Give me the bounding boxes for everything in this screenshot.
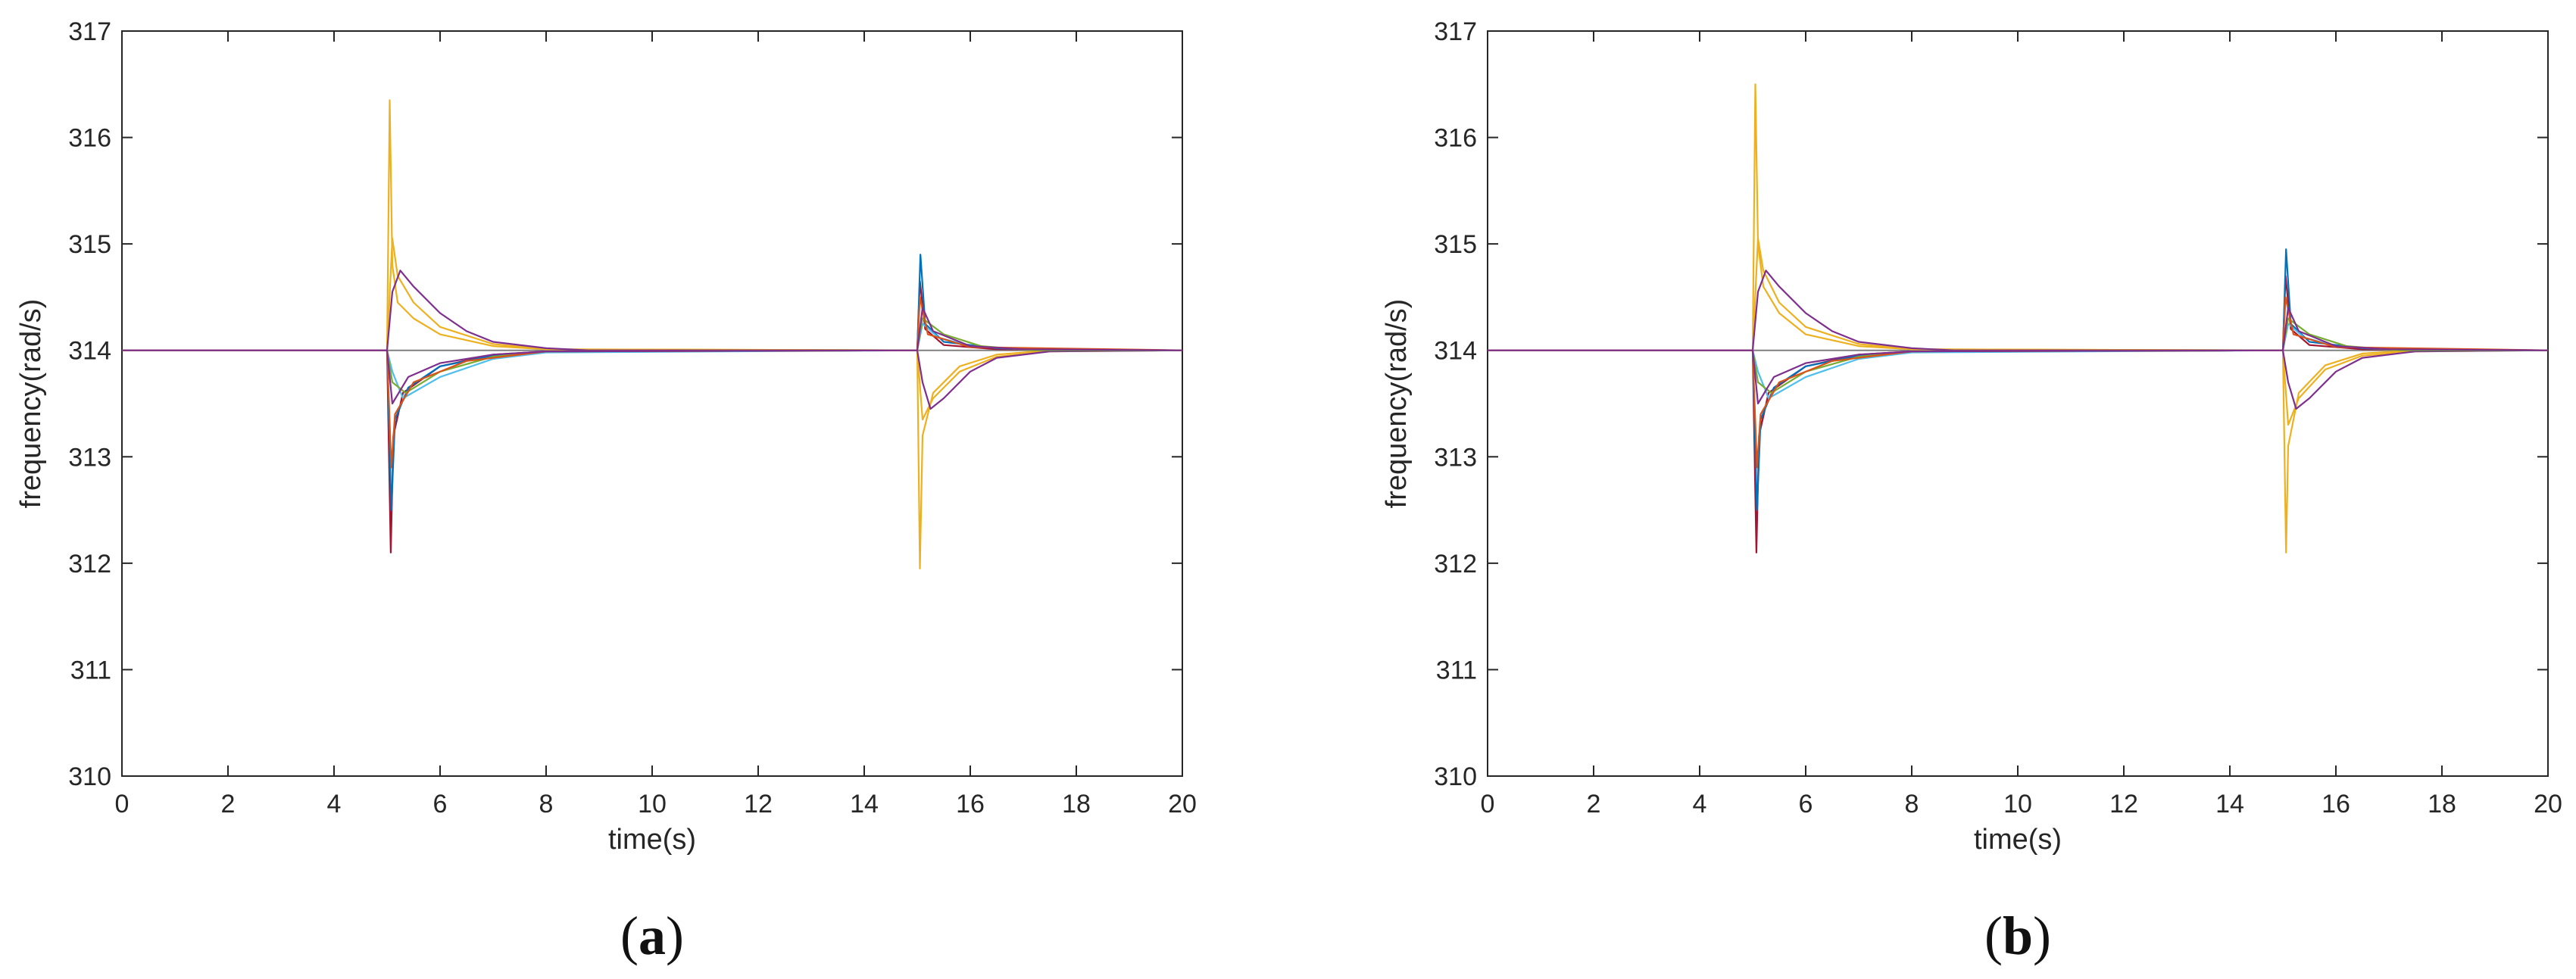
y-tick-label: 310 <box>68 762 111 791</box>
x-tick-label: 18 <box>2428 790 2456 818</box>
x-axis-title: time(s) <box>1974 824 2062 856</box>
y-tick-label: 313 <box>1434 443 1477 472</box>
series-line-3 <box>122 270 1183 410</box>
y-tick-label: 317 <box>68 17 111 46</box>
x-tick-label: 2 <box>1587 790 1601 818</box>
x-tick-label: 20 <box>2534 790 2562 818</box>
x-tick-label: 8 <box>539 790 554 818</box>
y-tick-label: 315 <box>68 230 111 259</box>
series-line-2 <box>1488 238 2549 426</box>
y-tick-label: 310 <box>1434 762 1477 791</box>
x-axis-title: time(s) <box>608 824 696 856</box>
y-axis-title: frequency(rad/s) <box>15 299 47 509</box>
y-tick-label: 315 <box>1434 230 1477 259</box>
series-line-2 <box>122 238 1183 421</box>
chart-panel-b: 0 2 4 6 8 10 12 14 16 18 20 310 311 312 313 314 315 316 31… <box>1381 17 2562 966</box>
panel-label: (a) <box>620 906 684 966</box>
series-line-3 <box>1488 270 2549 410</box>
x-tick-label: 8 <box>1905 790 1919 818</box>
x-tick-label: 14 <box>850 790 879 818</box>
x-tick-label: 20 <box>1168 790 1197 818</box>
y-tick-label: 316 <box>68 124 111 153</box>
chart-panel-a: 0 2 4 6 8 10 12 14 16 18 20 310 311 312 313 314 315 316 31… <box>15 17 1197 966</box>
x-tick-label: 14 <box>2215 790 2244 818</box>
y-tick-label: 311 <box>70 656 111 684</box>
series-line-8 <box>122 296 1183 469</box>
x-tick-label: 4 <box>1693 790 1707 818</box>
x-tick-label: 10 <box>638 790 667 818</box>
series-line-9 <box>1488 307 2549 405</box>
plot-area-frame <box>121 30 1183 777</box>
x-tick-label: 6 <box>1799 790 1813 818</box>
series-line-9 <box>122 307 1183 405</box>
y-tick-label: 316 <box>1434 124 1477 153</box>
x-tick-label: 10 <box>2003 790 2032 818</box>
y-tick-label: 317 <box>1434 17 1477 46</box>
x-tick-label: 6 <box>433 790 448 818</box>
y-tick-label: 314 <box>68 337 111 366</box>
x-tick-label: 2 <box>221 790 236 818</box>
y-tick-label: 313 <box>68 443 111 472</box>
panel-label: (b) <box>1984 906 2051 966</box>
y-tick-label: 311 <box>1436 656 1477 684</box>
y-tick-label: 312 <box>1434 550 1477 578</box>
x-tick-label: 0 <box>1481 790 1495 818</box>
x-tick-label: 4 <box>327 790 342 818</box>
x-tick-label: 12 <box>744 790 773 818</box>
panel-letter: a <box>639 906 666 966</box>
x-tick-label: 16 <box>2322 790 2350 818</box>
y-tick-label: 312 <box>68 550 111 578</box>
y-axis-title: frequency(rad/s) <box>1381 299 1413 509</box>
plot-area-frame <box>1487 30 2549 777</box>
panel-letter: b <box>2003 906 2033 966</box>
x-tick-label: 16 <box>956 790 985 818</box>
x-tick-label: 18 <box>1062 790 1091 818</box>
y-tick-label: 314 <box>1434 337 1477 366</box>
series-line-8 <box>1488 296 2549 469</box>
x-tick-label: 0 <box>115 790 130 818</box>
x-tick-label: 12 <box>2109 790 2138 818</box>
